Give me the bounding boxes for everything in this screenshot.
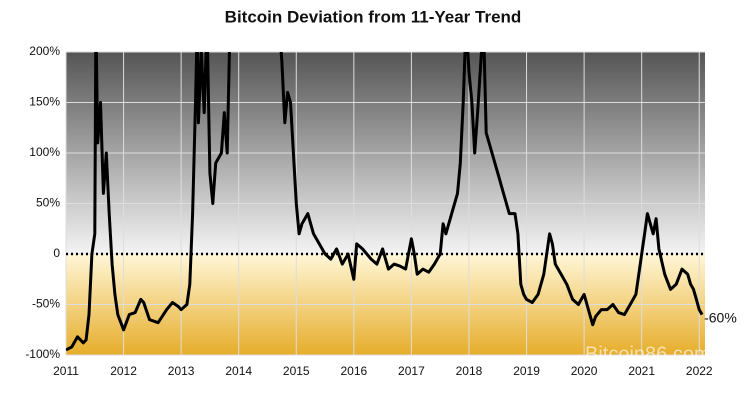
- x-tick-label: 2021: [628, 364, 655, 378]
- y-tick-label: -100%: [25, 347, 60, 361]
- x-tick-label: 2015: [283, 364, 310, 378]
- x-tick-label: 2020: [571, 364, 598, 378]
- x-tick-label: 2011: [53, 364, 79, 378]
- x-tick-label: 2014: [225, 364, 252, 378]
- x-tick-label: 2019: [513, 364, 540, 378]
- x-tick-label: 2022: [686, 364, 713, 378]
- y-tick-label: 0: [53, 246, 60, 260]
- annotation: -60%: [704, 309, 737, 325]
- x-tick-label: 2013: [168, 364, 195, 378]
- y-tick-label: 100%: [29, 145, 60, 159]
- line: [66, 52, 704, 352]
- chart-title: Bitcoin Deviation from 11-Year Trend: [225, 7, 522, 26]
- y-tick-label: 200%: [29, 44, 60, 58]
- x-tick-label: 2016: [340, 364, 367, 378]
- x-tick-label: 2018: [456, 364, 483, 378]
- y-tick-label: 50%: [36, 196, 60, 210]
- plot-clip: [66, 52, 704, 352]
- watermark: Bitcoin86.com: [585, 343, 711, 365]
- y-tick-label: 150%: [29, 95, 60, 109]
- y-tick-label: -50%: [32, 297, 60, 311]
- x-tick-label: 2012: [110, 364, 137, 378]
- x-tick-label: 2017: [398, 364, 425, 378]
